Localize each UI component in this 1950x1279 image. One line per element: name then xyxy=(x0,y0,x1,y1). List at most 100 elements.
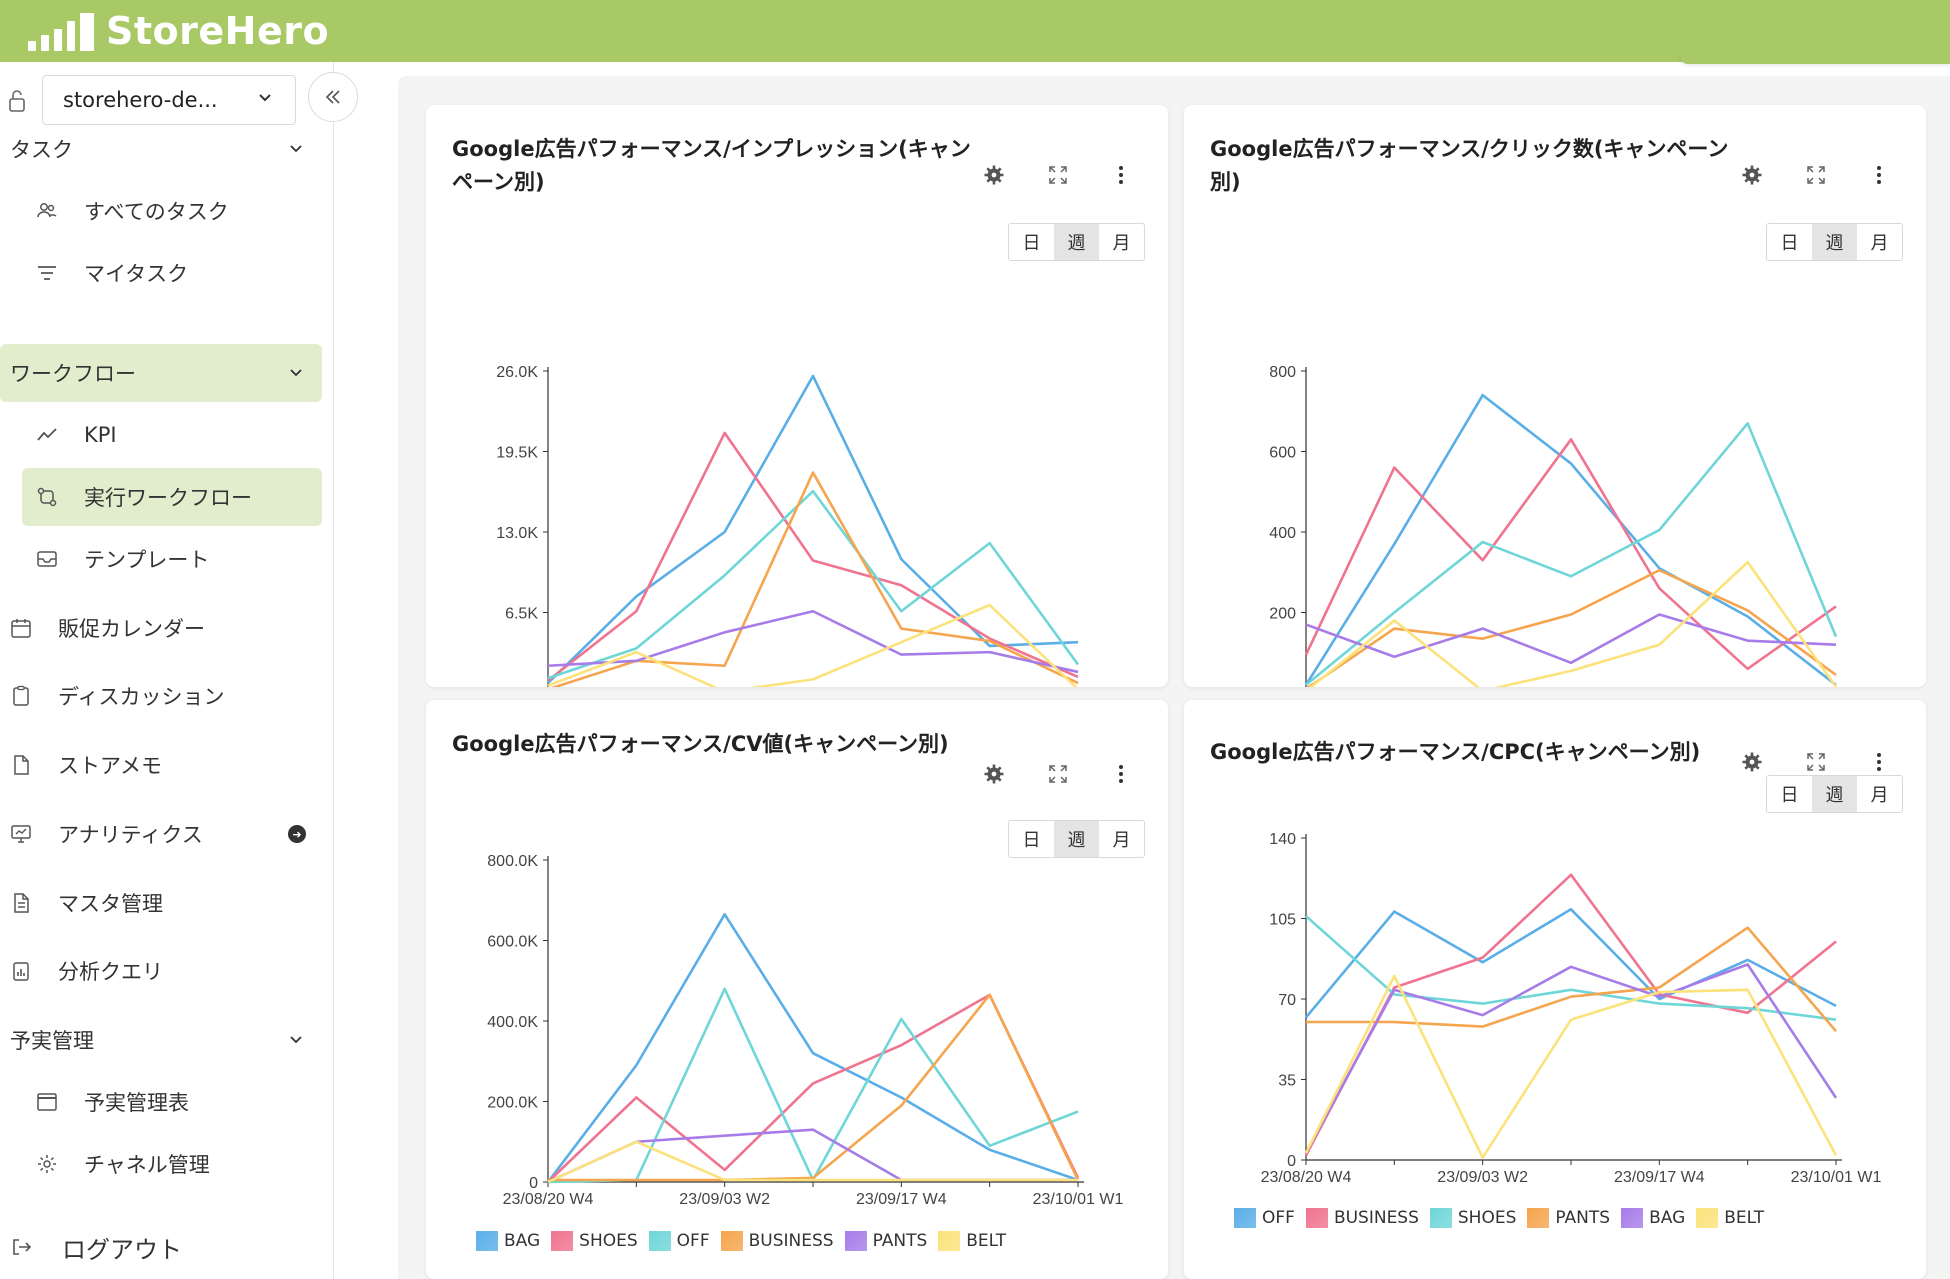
legend-item-pants[interactable]: PANTS xyxy=(844,1231,927,1251)
nav-item-label: すべてのタスク xyxy=(84,200,229,224)
legend-item-business[interactable]: BUSINESS xyxy=(1305,1208,1419,1228)
series-line-pants[interactable] xyxy=(547,374,1079,685)
nav-item-promo-calendar[interactable]: 販促カレンダー xyxy=(0,599,334,657)
period-week-button[interactable]: 週 xyxy=(1812,776,1857,812)
expand-icon[interactable] xyxy=(1046,762,1070,786)
nav-item-label: チャネル管理 xyxy=(84,1153,210,1177)
legend-label: OFF xyxy=(676,1231,710,1251)
period-week-button[interactable]: 週 xyxy=(1054,224,1099,260)
chart-card: Google広告パフォーマンス/CPC(キャンペーン別) 日週月 0 35 70 105 1… xyxy=(1184,700,1926,1279)
report-icon xyxy=(13,962,29,981)
period-day-button[interactable]: 日 xyxy=(1780,233,1799,254)
collapse-sidebar-button[interactable] xyxy=(308,72,358,122)
legend-item-business[interactable]: BUSINESS xyxy=(720,1231,834,1251)
period-week-button[interactable]: 週 xyxy=(1812,224,1857,260)
settings-gear-icon[interactable] xyxy=(1740,750,1764,774)
nav-item-analysis-query[interactable]: 分析クエリ xyxy=(0,942,334,1000)
series-line-belt[interactable] xyxy=(547,603,1078,687)
series-line-pants[interactable] xyxy=(1304,438,1837,671)
settings-gear-icon[interactable] xyxy=(982,163,1006,187)
period-month-button[interactable]: 月 xyxy=(1112,830,1131,851)
nav-item-template[interactable]: テンプレート xyxy=(0,530,334,588)
expand-icon[interactable] xyxy=(1804,750,1828,774)
series-line-belt[interactable] xyxy=(547,1140,1078,1184)
series-line-off[interactable] xyxy=(1305,908,1837,1019)
chevron-down-icon xyxy=(259,94,271,102)
nav-item-discussion[interactable]: ディスカッション xyxy=(0,667,334,725)
legend-item-pants[interactable]: PANTS xyxy=(1527,1208,1610,1228)
series-line-business[interactable] xyxy=(1306,568,1837,687)
chart-legend: BAG SHOES OFF BUSINESS PANTS BELT xyxy=(476,1231,1017,1251)
period-week-button[interactable]: 週 xyxy=(1054,821,1099,857)
nav-group-budget[interactable]: 予実管理 xyxy=(0,1011,334,1069)
logo[interactable]: StoreHero xyxy=(28,6,329,56)
expand-icon[interactable] xyxy=(1804,163,1828,187)
logout-button[interactable]: ログアウト xyxy=(0,1218,334,1276)
series-line-business[interactable] xyxy=(548,993,1080,1182)
series-line-off[interactable] xyxy=(1305,613,1837,665)
series-line-business[interactable] xyxy=(1304,873,1837,1157)
legend-label: BAG xyxy=(1649,1208,1686,1228)
period-month-button[interactable]: 月 xyxy=(1870,785,1889,806)
period-month-button[interactable]: 月 xyxy=(1112,233,1131,254)
series-line-pants[interactable] xyxy=(547,1128,1078,1184)
series-line-bag[interactable] xyxy=(1304,963,1838,1154)
more-vertical-icon[interactable] xyxy=(1109,762,1133,786)
nav-item-analytics[interactable]: アナリティクス ➜ xyxy=(0,805,334,863)
legend-item-shoes[interactable]: SHOES xyxy=(551,1231,638,1251)
period-month-button[interactable]: 月 xyxy=(1870,233,1889,254)
store-selector-value: storehero-de... xyxy=(63,88,218,112)
legend-item-bag[interactable]: BAG xyxy=(1621,1208,1685,1228)
series-line-off[interactable] xyxy=(547,609,1079,674)
legend-label: BELT xyxy=(966,1231,1007,1251)
period-day-button[interactable]: 日 xyxy=(1022,830,1041,851)
series-line-shoes[interactable] xyxy=(547,489,1080,680)
expand-icon[interactable] xyxy=(1046,163,1070,187)
series-line-belt[interactable] xyxy=(1304,974,1838,1160)
double-chevron-left-icon xyxy=(325,90,340,104)
more-vertical-icon[interactable] xyxy=(1109,163,1133,187)
nav-item-master[interactable]: マスタ管理 xyxy=(0,874,334,932)
logout-label: ログアウト xyxy=(62,1235,182,1264)
series-line-bag[interactable] xyxy=(547,431,1079,682)
legend-item-bag[interactable]: BAG xyxy=(476,1231,540,1251)
series-line-bag[interactable] xyxy=(546,913,1079,1183)
legend-item-belt[interactable]: BELT xyxy=(1696,1208,1764,1228)
legend-item-shoes[interactable]: SHOES xyxy=(1429,1208,1516,1228)
clipboard-icon xyxy=(13,685,29,706)
nav-group-workflow[interactable]: ワークフロー xyxy=(0,344,322,402)
nav-item-all-tasks[interactable]: すべてのタスク xyxy=(0,182,334,240)
chart-title: Google広告パフォーマンス/CV値(キャンペーン別) xyxy=(452,732,949,756)
legend-item-belt[interactable]: BELT xyxy=(938,1231,1006,1251)
nav-item-my-tasks[interactable]: マイタスク xyxy=(0,244,334,302)
series-line-shoes[interactable] xyxy=(1305,422,1838,686)
store-selector[interactable]: storehero-de... xyxy=(42,75,296,125)
nav-item-budget-table[interactable]: 予実管理表 xyxy=(0,1073,334,1131)
period-day-button[interactable]: 日 xyxy=(1780,785,1799,806)
settings-gear-icon[interactable] xyxy=(1740,163,1764,187)
x-tick-label: 23/10/01 W1 xyxy=(1033,1191,1124,1208)
x-tick-label: 23/09/03 W2 xyxy=(1437,1169,1528,1186)
legend-label: BAG xyxy=(504,1231,541,1251)
legend-swatch xyxy=(1234,1208,1256,1228)
nav-item-kpi[interactable]: KPI xyxy=(0,406,334,464)
nav-item-run-workflow[interactable]: 実行ワークフロー xyxy=(22,468,322,526)
nav-item-store-memo[interactable]: ストアメモ xyxy=(0,736,334,794)
series-line-bag[interactable] xyxy=(1304,393,1837,686)
nav-item-channel-management[interactable]: チャネル管理 xyxy=(0,1135,334,1193)
settings-gear-icon[interactable] xyxy=(982,762,1006,786)
nav-group-task[interactable]: タスク xyxy=(0,120,334,178)
lock-icon[interactable] xyxy=(8,90,26,112)
legend-item-off[interactable]: OFF xyxy=(1234,1208,1295,1228)
nav-item-label: ディスカッション xyxy=(58,685,225,709)
more-vertical-icon[interactable] xyxy=(1867,750,1891,774)
series-line-pants[interactable] xyxy=(1306,926,1837,1033)
x-tick-label: 23/09/17 W4 xyxy=(1614,1169,1705,1186)
period-day-button[interactable]: 日 xyxy=(1022,233,1041,254)
legend-item-off[interactable]: OFF xyxy=(648,1231,710,1251)
series-line-belt[interactable] xyxy=(1306,560,1838,687)
more-vertical-icon[interactable] xyxy=(1867,163,1891,187)
legend-swatch xyxy=(1305,1208,1328,1228)
series-line-shoes[interactable] xyxy=(1305,915,1837,1021)
